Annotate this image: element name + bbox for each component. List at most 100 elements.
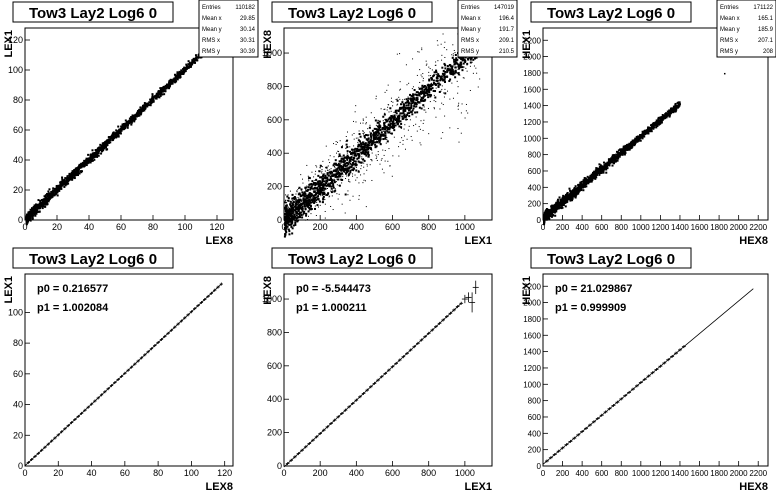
scatter-outlier [306, 187, 307, 188]
scatter-point [404, 114, 406, 116]
scatter-point [48, 192, 50, 194]
scatter-point [323, 184, 325, 186]
scatter-point [288, 233, 290, 235]
scatter-point [172, 81, 174, 83]
scatter-point [636, 140, 638, 142]
scatter-outlier [395, 123, 396, 124]
scatter-outlier [454, 50, 455, 51]
scatter-outlier [343, 157, 344, 158]
scatter-outlier [423, 120, 424, 121]
x-tick-label: 400 [349, 222, 364, 232]
scatter-outlier [358, 161, 359, 162]
scatter-outlier [359, 130, 360, 131]
scatter-outlier [384, 119, 385, 120]
scatter-point [408, 98, 410, 100]
scatter-point [423, 93, 425, 95]
scatter-point [346, 144, 348, 146]
scatter-outlier [285, 213, 286, 214]
scatter-outlier [438, 85, 439, 86]
scatter-outlier [464, 78, 465, 79]
scatter-outlier [366, 206, 367, 207]
scatter-point [605, 163, 607, 165]
stats-value: 147019 [494, 5, 515, 11]
scatter-outlier [302, 203, 303, 204]
scatter-outlier [331, 168, 332, 169]
scatter-point [410, 104, 412, 106]
scatter-outlier [325, 183, 326, 184]
scatter-outlier [431, 95, 432, 96]
scatter-outlier [466, 104, 467, 105]
scatter-point [120, 126, 122, 128]
scatter-point [357, 146, 359, 148]
scatter-outlier [334, 179, 335, 180]
scatter-outlier [312, 202, 313, 203]
scatter-outlier [409, 105, 410, 106]
scatter-outlier [457, 128, 458, 129]
scatter-outlier [287, 215, 288, 216]
scatter-point [446, 76, 448, 78]
scatter-outlier [297, 204, 298, 205]
scatter-outlier [368, 145, 369, 146]
scatter-outlier [380, 138, 381, 139]
scatter-outlier [421, 75, 422, 76]
scatter-outlier [421, 49, 422, 50]
scatter-point [364, 136, 366, 138]
scatter-outlier [308, 197, 309, 198]
scatter-outlier [407, 109, 408, 110]
scatter-point [448, 69, 450, 71]
scatter-outlier [378, 143, 379, 144]
scatter-outlier [382, 150, 383, 151]
scatter-outlier [474, 65, 475, 66]
scatter-point [115, 136, 117, 138]
scatter-outlier [298, 188, 299, 189]
scatter-point [58, 187, 60, 189]
scatter-outlier [285, 217, 286, 218]
scatter-outlier [286, 207, 287, 208]
scatter-outlier [444, 116, 445, 117]
scatter-outlier [330, 191, 331, 192]
scatter-outlier [328, 184, 329, 185]
scatter-outlier [292, 215, 293, 216]
scatter-point [294, 196, 296, 198]
scatter-outlier [425, 112, 426, 113]
scatter-outlier [417, 131, 418, 132]
scatter-point [444, 79, 446, 81]
scatter-outlier [463, 77, 464, 78]
scatter-outlier [321, 172, 322, 173]
scatter-outlier [444, 57, 445, 58]
scatter-point [565, 205, 567, 207]
scatter-outlier [378, 154, 379, 155]
scatter-point [382, 138, 384, 140]
scatter-outlier [444, 47, 445, 48]
scatter-point [605, 172, 607, 174]
scatter-outlier [296, 202, 297, 203]
scatter-outlier [303, 214, 304, 215]
scatter-outlier [310, 193, 311, 194]
scatter-point [458, 66, 460, 68]
scatter-outlier [412, 112, 413, 113]
scatter-point [39, 211, 41, 213]
panel-title: Tow3 Lay2 Log6 0 [29, 5, 157, 22]
scatter-point [54, 194, 56, 196]
scatter-point [428, 79, 430, 81]
scatter-outlier [392, 115, 393, 116]
scatter-point [303, 212, 305, 214]
scatter-outlier [383, 172, 384, 173]
scatter-outlier [363, 118, 364, 119]
scatter-point [443, 63, 445, 65]
stats-value: 30.39 [240, 49, 256, 55]
scatter-point [617, 160, 619, 162]
scatter-point [87, 154, 89, 156]
scatter-outlier [355, 105, 356, 106]
scatter-point [176, 77, 178, 79]
scatter-point [372, 130, 374, 132]
scatter-point [143, 104, 145, 106]
scatter-outlier [369, 157, 370, 158]
scatter-outlier [335, 168, 336, 169]
scatter-point [384, 128, 386, 130]
scatter-outlier [387, 109, 388, 110]
scatter-outlier [315, 174, 316, 175]
scatter-outlier [372, 153, 373, 154]
scatter-outlier [345, 148, 346, 149]
